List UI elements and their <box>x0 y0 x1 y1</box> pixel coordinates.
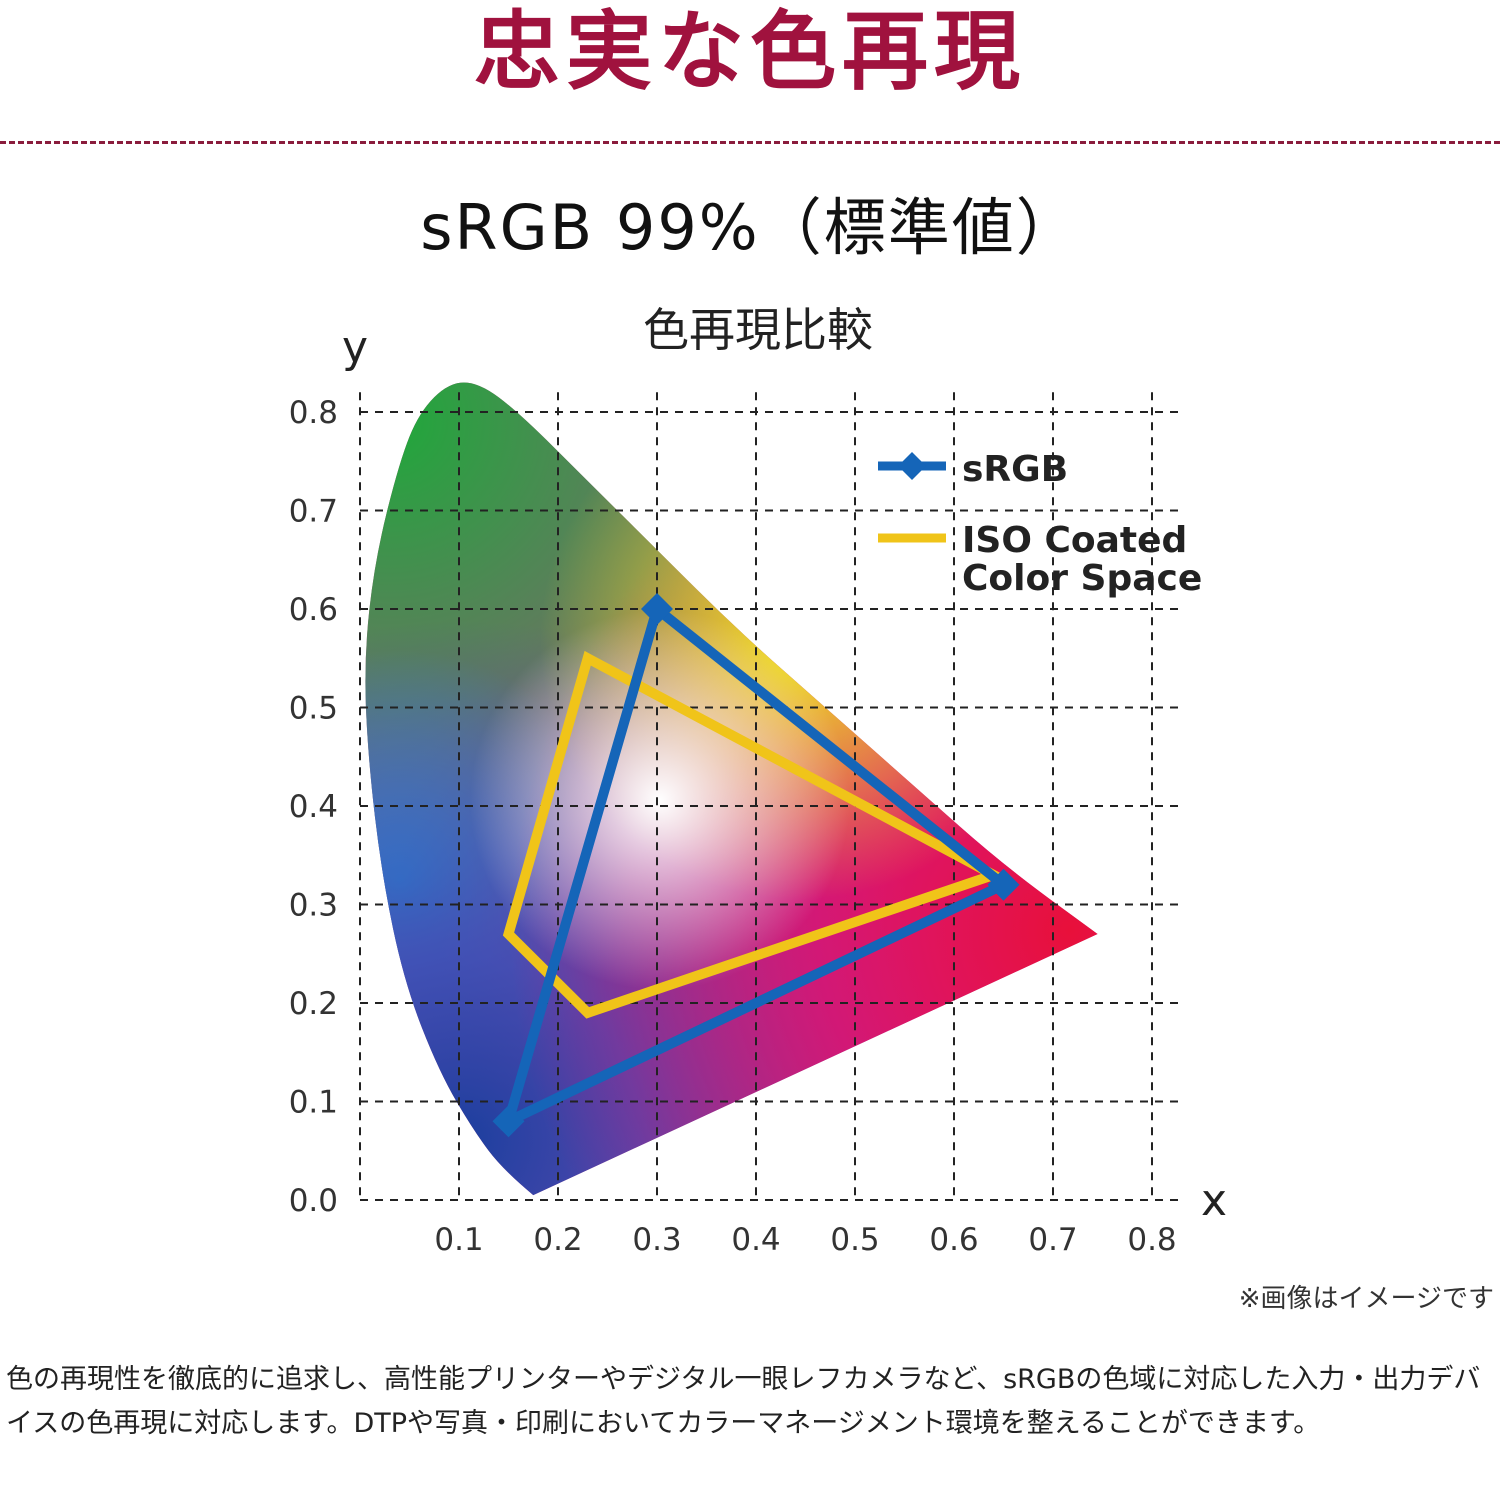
image-note: ※画像はイメージです <box>1238 1284 1494 1314</box>
legend-srgb-marker <box>898 452 926 480</box>
y-tick-label: 0.0 <box>289 1183 338 1219</box>
srgb-vertex-marker <box>987 868 1020 901</box>
srgb-vertex-marker <box>492 1105 525 1138</box>
x-tick-label: 0.6 <box>929 1222 978 1258</box>
legend-srgb-label: sRGB <box>962 449 1068 490</box>
chart-title: 色再現比較 <box>643 303 873 357</box>
color-gamut-locus <box>365 382 1098 1196</box>
x-tick-label: 0.1 <box>434 1222 483 1258</box>
headline: 忠実な色再現 <box>474 2 1026 102</box>
y-tick-label: 0.8 <box>289 395 338 431</box>
y-tick-label: 0.4 <box>289 789 338 825</box>
y-tick-label: 0.3 <box>289 888 338 924</box>
x-tick-label: 0.3 <box>632 1222 681 1258</box>
y-tick-label: 0.5 <box>289 691 338 727</box>
y-tick-label: 0.7 <box>289 494 338 530</box>
y-axis-label: y <box>342 322 368 373</box>
spec-heading: sRGB 99%（標準値） <box>420 191 1080 264</box>
x-tick-label: 0.4 <box>731 1222 780 1258</box>
x-tick-label: 0.2 <box>533 1222 582 1258</box>
x-axis-label: x <box>1201 1175 1227 1226</box>
x-tick-label: 0.7 <box>1028 1222 1077 1258</box>
y-tick-label: 0.1 <box>289 1085 338 1121</box>
legend-iso-label: ISO Coated Color Space <box>962 520 1202 599</box>
description-text: 色の再現性を徹底的に追求し、高性能プリンターやデジタル一眼レフカメラなど、sRG… <box>6 1364 1481 1439</box>
x-tick-label: 0.8 <box>1127 1222 1176 1258</box>
tick-labels: 0.1 0.2 0.3 0.4 0.5 0.6 0.7 0.8 0.0 0.1 0.2 0.3 0.4 0… <box>289 395 1177 1258</box>
y-tick-label: 0.2 <box>289 986 338 1022</box>
srgb-triangle <box>500 600 1013 1131</box>
x-tick-label: 0.5 <box>830 1222 879 1258</box>
y-tick-label: 0.6 <box>289 592 338 628</box>
legend: sRGB ISO Coated Color Space <box>878 449 1202 599</box>
grid <box>359 392 1182 1201</box>
srgb-vertex-marker <box>641 593 673 625</box>
series-layer <box>492 593 1020 1138</box>
chromaticity-chart: 0.1 0.2 0.3 0.4 0.5 0.6 0.7 0.8 0.0 0.1 0.2 0.3 0.4 0… <box>289 303 1227 1258</box>
locus-white <box>365 382 1098 1196</box>
iso-coated-polygon <box>502 650 1007 1019</box>
dashed-divider <box>0 141 1500 144</box>
